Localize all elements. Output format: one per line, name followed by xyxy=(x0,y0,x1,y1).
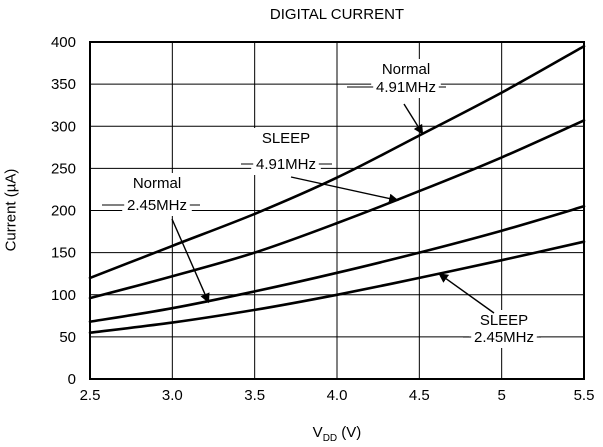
y-tick-label: 0 xyxy=(68,371,76,388)
annotation-arrow xyxy=(403,103,424,135)
x-tick-label: 5 xyxy=(497,387,505,404)
x-tick-label: 4.5 xyxy=(409,387,430,404)
annotation-text-mask xyxy=(471,327,537,344)
annotation-label: Normal xyxy=(382,61,430,78)
y-tick-label: 350 xyxy=(51,76,76,93)
annotation-arrow xyxy=(290,176,399,204)
x-axis-label: VDD (V) xyxy=(90,424,584,444)
y-tick-label: 150 xyxy=(51,245,76,262)
x-axis-label-subscript: DD xyxy=(322,433,338,444)
series-line xyxy=(88,205,586,323)
x-axis-label-main: V xyxy=(312,424,323,441)
y-tick-label: 50 xyxy=(59,329,76,346)
annotation-label: SLEEP xyxy=(262,130,310,147)
annotation-label: 4.91MHz xyxy=(256,156,316,173)
x-tick-label: 5.5 xyxy=(574,387,595,404)
series-annotation: Normal 2.45MHz xyxy=(102,173,210,304)
y-tick-label: 100 xyxy=(51,287,76,304)
annotation-arrow xyxy=(171,218,210,304)
annotation-label: 4.91MHz xyxy=(376,79,436,96)
y-tick-label: 300 xyxy=(51,118,76,135)
x-tick-label: 2.5 xyxy=(80,387,101,404)
annotation-label: 2.45MHz xyxy=(127,197,187,214)
annotation-text-mask xyxy=(373,77,439,94)
chart-title: DIGITAL CURRENT xyxy=(269,6,405,23)
y-tick-label: 250 xyxy=(51,160,76,177)
series-line xyxy=(88,44,586,280)
y-tick-label: 200 xyxy=(51,203,76,220)
series-annotation: SLEEP 4.91MHz xyxy=(241,128,399,204)
plot-frame xyxy=(89,41,585,380)
x-tick-label: 3.5 xyxy=(244,387,265,404)
annotation-label: SLEEP xyxy=(480,312,528,329)
annotation-arrow xyxy=(438,273,495,314)
annotation-text-mask xyxy=(124,195,190,212)
series-line xyxy=(88,119,586,300)
x-tick-label: 4.0 xyxy=(327,387,348,404)
y-axis-label: Current (µA) xyxy=(2,168,20,252)
series-line xyxy=(88,240,586,334)
annotation-label: Normal xyxy=(133,175,181,192)
x-axis-label-unit: (V) xyxy=(337,424,362,441)
annotation-text-mask xyxy=(253,154,319,171)
y-tick-label: 400 xyxy=(51,34,76,51)
x-tick-label: 3.0 xyxy=(162,387,183,404)
annotation-label: 2.45MHz xyxy=(474,329,534,346)
